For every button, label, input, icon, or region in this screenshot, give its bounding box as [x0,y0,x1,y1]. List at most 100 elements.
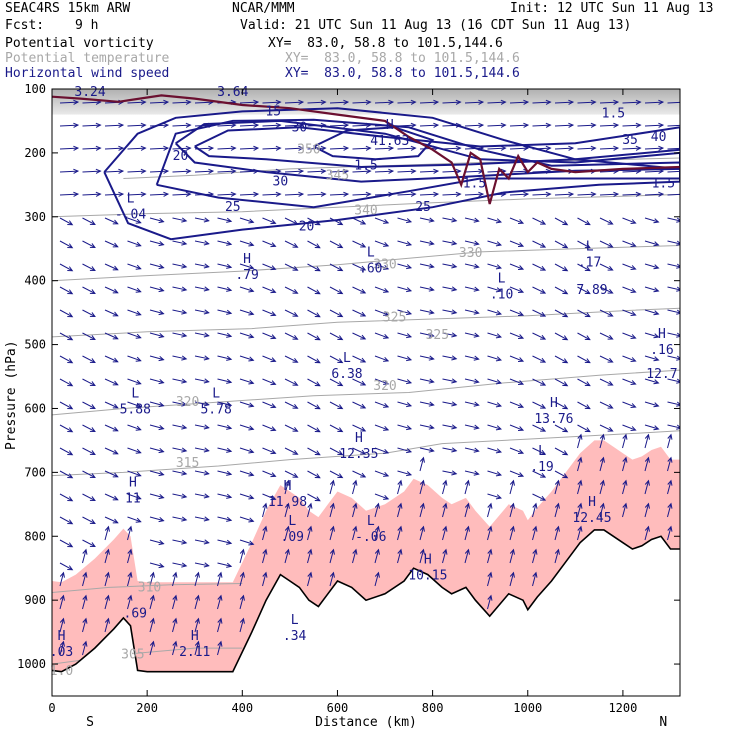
wind-vector [397,401,413,408]
x-tick-label: 600 [327,701,349,715]
extremum-value: .34 [283,629,307,644]
wind-vector [149,378,165,385]
wind-vector [442,99,462,105]
wind-vector [239,309,255,316]
wind-vector [239,332,255,339]
wind-vector [532,286,547,294]
wind-vector [374,240,390,247]
wind-vector [622,240,637,247]
wind-vector [599,424,614,432]
wind-vector [127,332,142,339]
extremum-low-marker: L [367,514,375,529]
wind-vector [194,424,210,430]
wind-vector [667,456,673,472]
wind-vector [194,640,200,656]
theta-label: 305 [121,647,144,662]
wind-vector [239,99,260,105]
wind-vector [172,594,178,610]
extremum-value: .60 [359,262,382,277]
wind-speed-contour-25 [155,118,680,209]
wind-vector [577,99,597,105]
wind-vector [509,145,530,151]
field-name-wind: Horizontal wind speed [5,66,170,81]
wind-vector [464,263,480,269]
wind-vector [509,548,515,564]
wind-vector [59,355,74,364]
wind-vector [419,217,435,223]
forecast-label: Fcst: [5,18,45,33]
wind-vector [442,332,458,338]
wind-vector [194,571,200,587]
extremum-low-marker: L [131,386,139,401]
wind-vector [172,217,188,223]
extremum-low-marker: L [212,386,220,401]
wind-vector [59,332,74,341]
wind-vector [667,309,680,315]
extremum-value: 5.78 [200,402,231,417]
wind-vector [532,424,547,432]
wind-vector [59,286,74,295]
wind-vector [644,286,660,293]
wind-vector [104,594,110,610]
wind-vector [599,401,614,409]
wind-vector [599,502,605,518]
wind-vector [464,355,480,361]
wind-vector [149,332,165,339]
extremum-value: 1.0 [50,664,73,679]
wind-vector [59,122,80,128]
wind-vector [307,470,321,479]
wind-vector [397,424,413,431]
wind-vector [284,479,290,495]
wind-vector [667,170,680,173]
wind-vector [442,401,458,407]
wind-vector [397,263,413,270]
extremum-value: .19 [530,460,553,475]
wind-vector [374,493,390,500]
wind-vector [374,548,380,564]
wind-vector [487,286,502,293]
wind-vector [284,168,305,174]
wind-vector [419,401,435,407]
wind-vector [82,493,96,502]
wind-vector [464,332,480,338]
extremum-value: 12.7 [646,367,677,382]
wind-vector [59,263,74,272]
wind-vector [532,525,538,541]
wind-vector [464,122,485,128]
wind-vector [104,493,119,501]
wind-vector [509,502,515,518]
extremum-high-marker: H [129,476,137,491]
wind-vector [82,145,102,151]
wind-vector [397,378,413,385]
valid-time: Valid: 21 UTC Sun 11 Aug 13 (16 CDT Sun … [240,18,632,33]
wind-vector [442,217,458,223]
wind-vector [127,470,142,477]
wind-vector [532,355,547,363]
wind-vector [577,433,583,449]
wind-vector [284,99,305,105]
wind-vector [239,516,255,523]
wind-vector [509,401,525,409]
wind-vector [217,286,233,292]
forecast-hour: 9 h [75,18,99,33]
wind-vector [532,263,547,271]
wind-vector [307,502,313,518]
wind-vector [374,99,395,105]
wind-vector [622,424,637,431]
wind-vector [442,378,458,384]
extremum-value: .16 [650,343,673,358]
extremum-low-marker: L [343,351,351,366]
wind-vector [104,355,119,363]
y-tick-label: 200 [24,146,46,160]
wind-vector [509,309,525,317]
wind-vector [667,217,680,223]
wind-vector [509,263,525,271]
wind-vector [464,502,470,518]
wind-vector [194,447,210,453]
wind-vector [532,122,552,128]
wind-vector [172,617,178,633]
wind-vector [599,456,605,472]
wind-vector [59,617,65,633]
wind-vector [59,309,74,318]
wind-vector [329,168,350,174]
